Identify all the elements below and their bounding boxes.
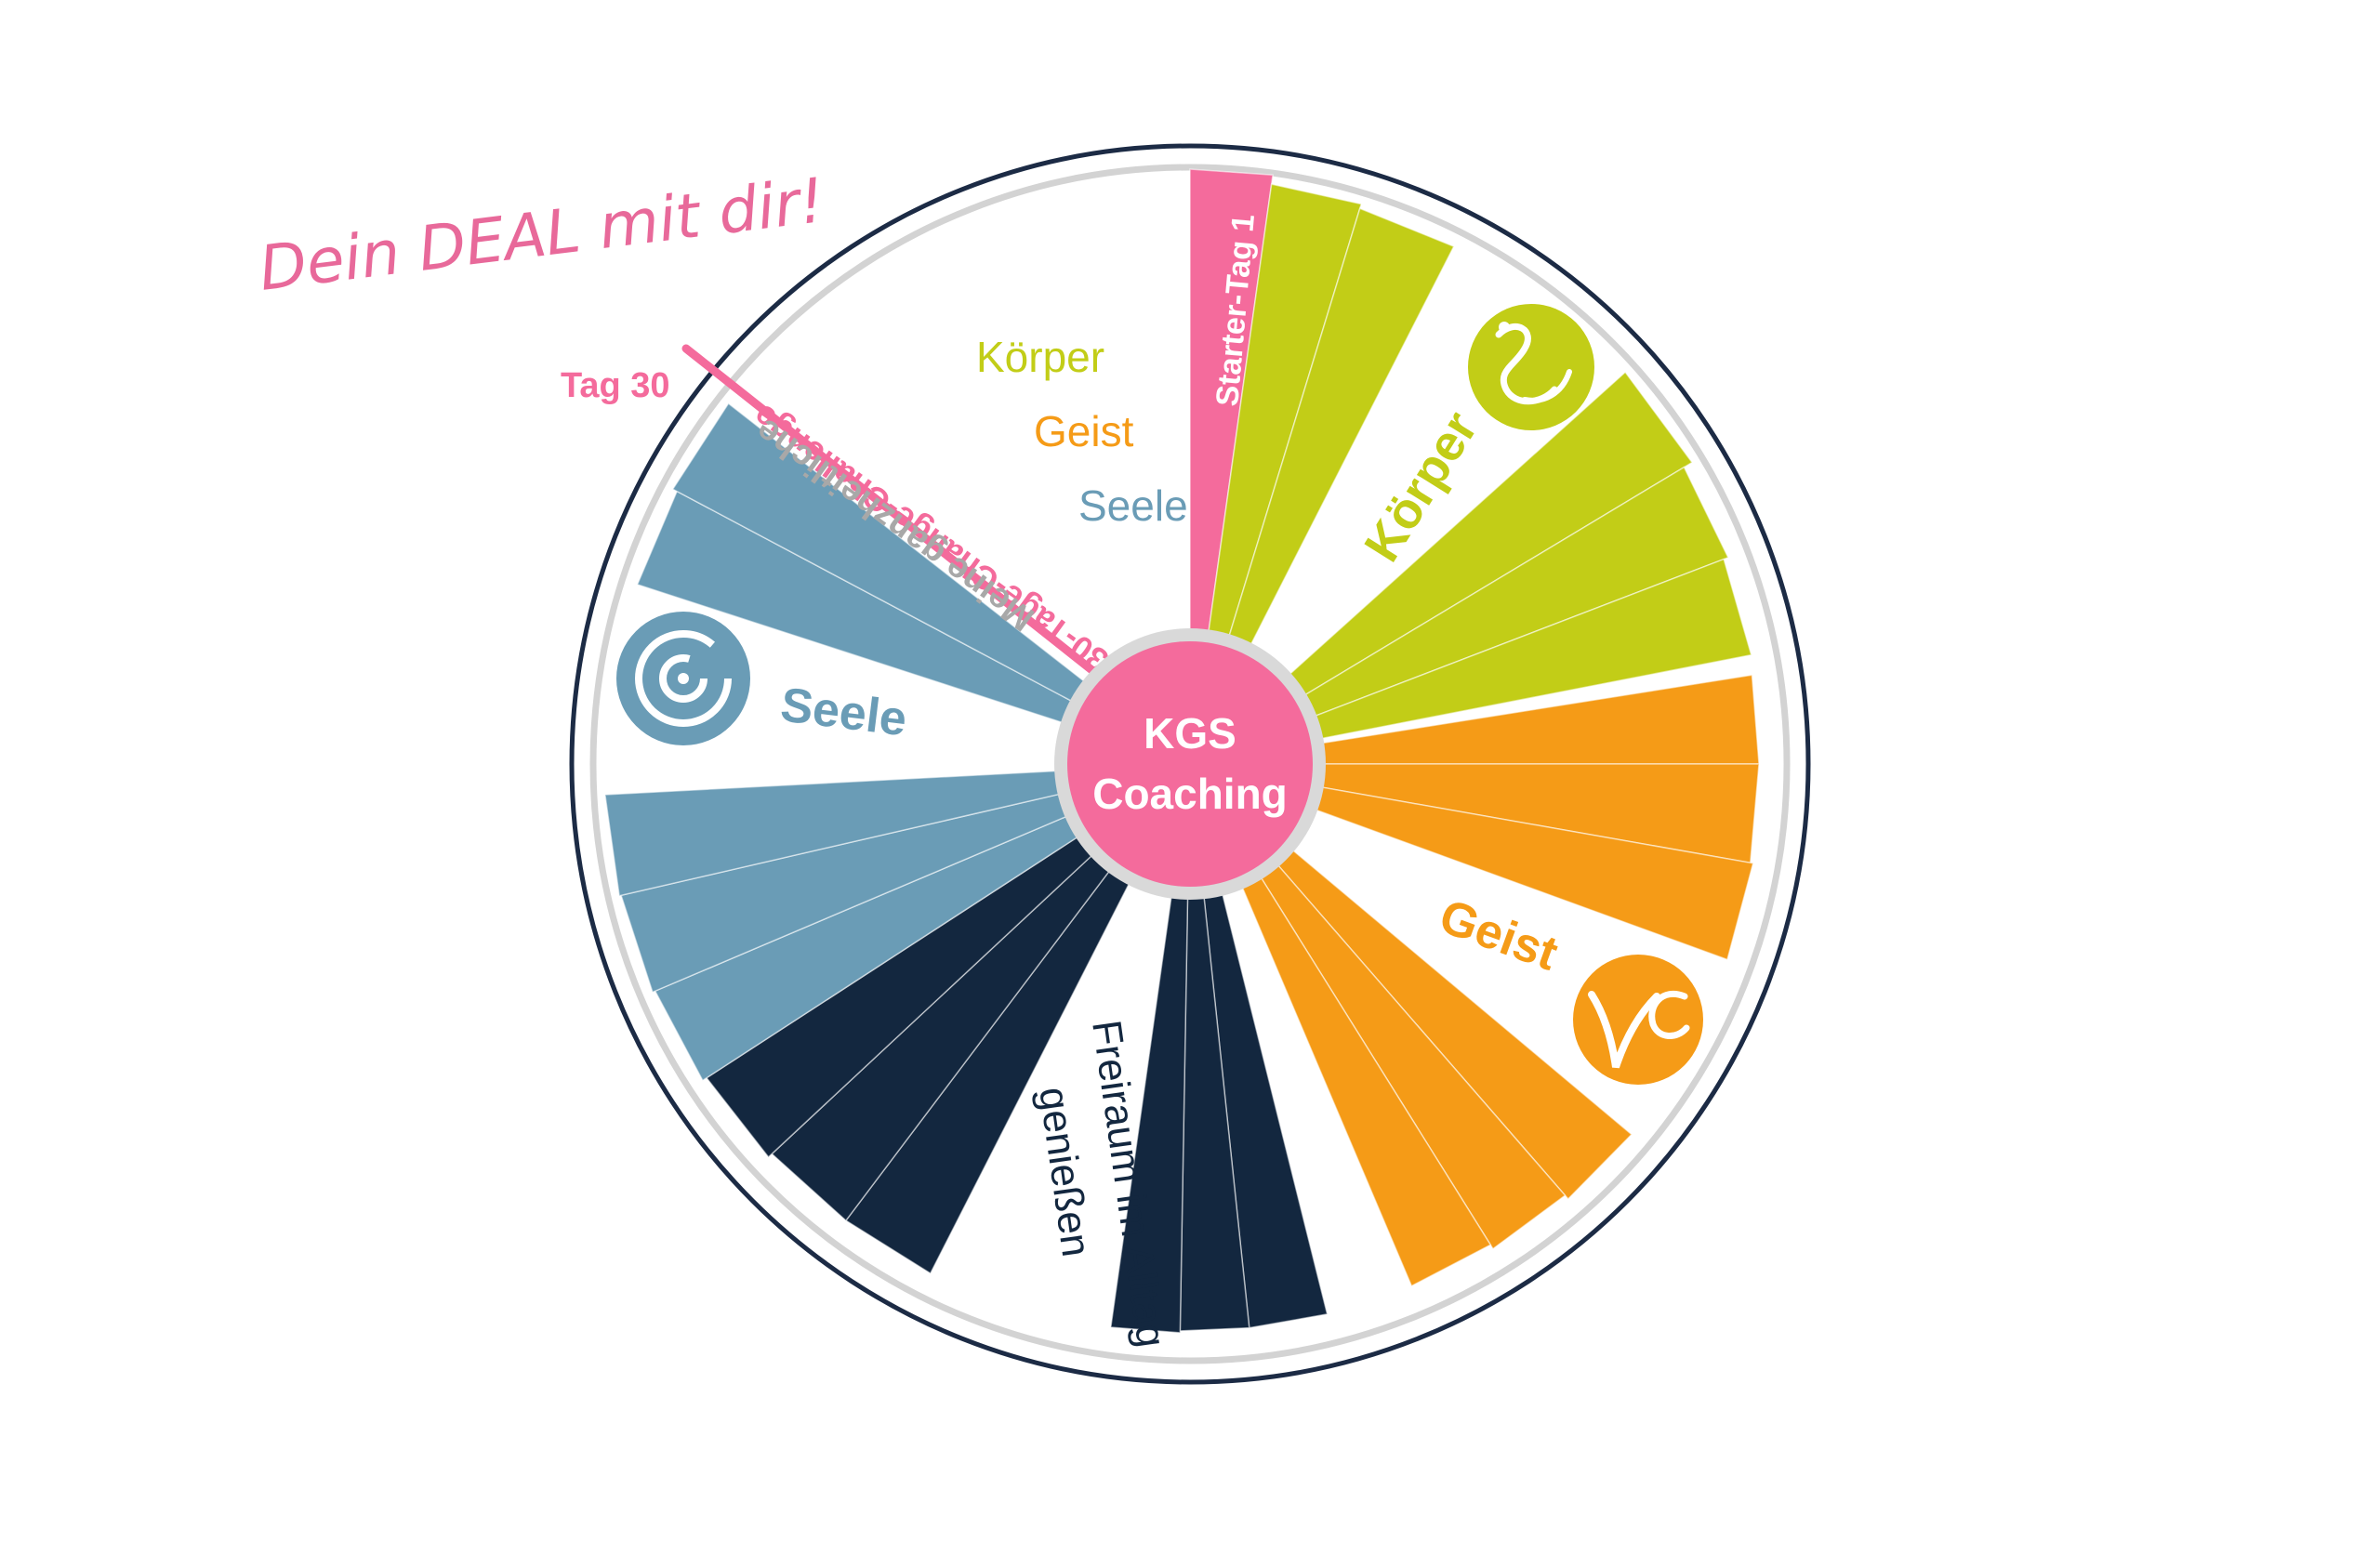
legend-geist: Geist (1034, 407, 1134, 455)
vc-brush-icon (1573, 955, 1703, 1085)
wedge-geist-6 (1189, 763, 1492, 1287)
inner-gray-ring (589, 164, 1791, 1364)
center-hub (1067, 641, 1313, 887)
wedge-koerper-5 (1189, 558, 1752, 765)
day30-label: Tag 30 (561, 366, 670, 405)
center-title-line2: Coaching (1092, 770, 1288, 818)
day30-marker-line (681, 344, 1117, 691)
spiral-icon (616, 612, 750, 745)
center-title-line1: KGS (1144, 709, 1236, 758)
legend-seele: Seele (1078, 481, 1188, 530)
headline: Dein DEAL mit dir! (256, 165, 828, 305)
wedge-freiraum-3 (1109, 763, 1191, 1334)
wedge-seele-3 (604, 763, 1191, 897)
wedge-seele-5 (671, 402, 1191, 765)
wedge-group (604, 168, 1760, 1334)
wedge-geist-3 (1189, 763, 1754, 961)
legend-koerper: Körper (976, 333, 1104, 381)
swan-icon (1468, 304, 1594, 430)
wedge-koerper-2 (1189, 207, 1455, 765)
